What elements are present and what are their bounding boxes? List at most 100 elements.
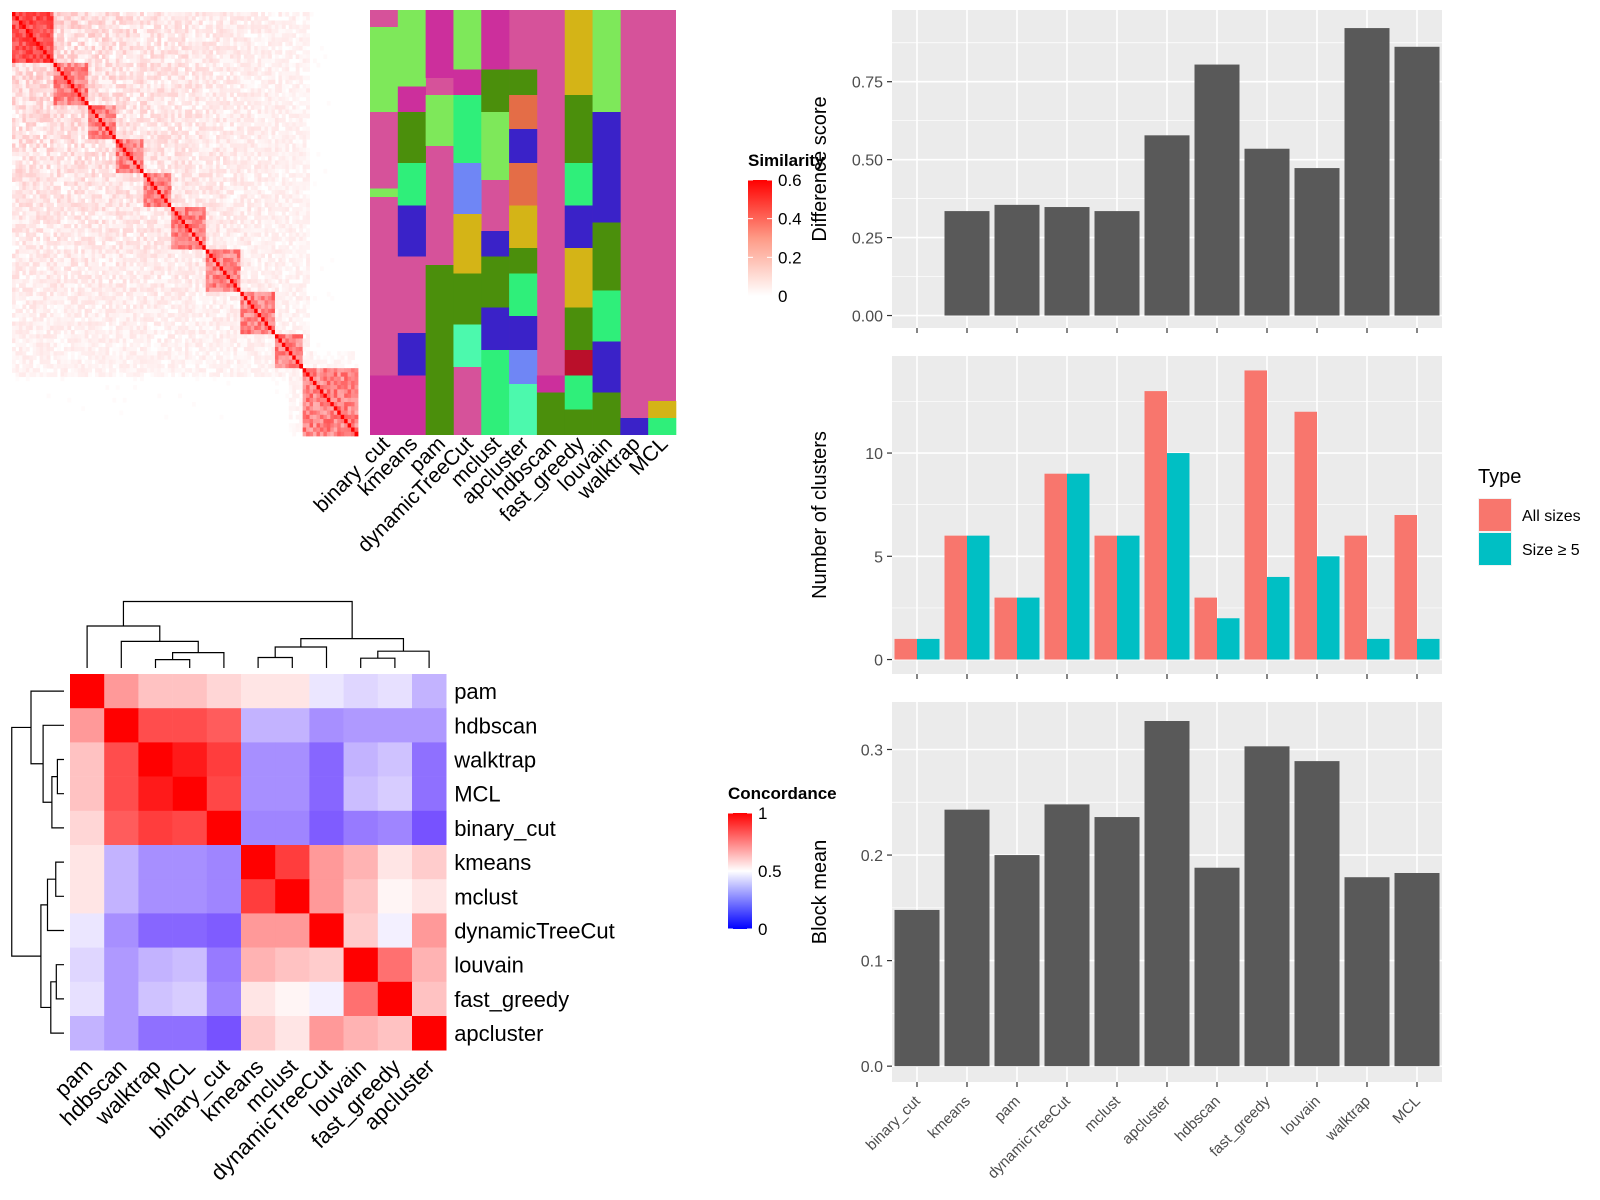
similarity-cell xyxy=(299,130,304,136)
similarity-cell xyxy=(67,181,72,187)
similarity-cell xyxy=(285,109,290,115)
similarity-cell xyxy=(74,249,79,255)
similarity-cell xyxy=(257,24,262,30)
similarity-cell xyxy=(181,122,186,127)
similarity-cell xyxy=(63,177,68,182)
similarity-cell xyxy=(112,181,117,187)
similarity-cell xyxy=(188,28,193,34)
similarity-cell xyxy=(46,257,51,263)
similarity-cell xyxy=(56,96,61,102)
similarity-cell xyxy=(164,185,169,191)
similarity-cell xyxy=(229,236,234,242)
similarity-cell xyxy=(115,194,120,199)
similarity-cell xyxy=(50,12,54,17)
similarity-cell xyxy=(88,50,92,55)
similarity-cell xyxy=(240,75,245,81)
similarity-cell xyxy=(74,198,79,204)
similarity-cell xyxy=(143,177,148,182)
similarity-cell xyxy=(95,266,99,272)
similarity-cell xyxy=(56,50,61,55)
similarity-cell xyxy=(140,71,144,76)
similarity-cell xyxy=(281,211,286,216)
similarity-cell xyxy=(126,101,131,106)
similarity-cell xyxy=(146,113,151,119)
similarity-cell xyxy=(243,274,248,280)
similarity-cell xyxy=(50,257,54,263)
similarity-cell xyxy=(32,190,37,195)
similarity-cell xyxy=(25,164,30,170)
similarity-cell xyxy=(46,151,51,157)
similarity-cell xyxy=(150,168,155,174)
similarity-cell xyxy=(223,24,227,30)
similarity-cell xyxy=(146,283,151,288)
similarity-cell xyxy=(115,62,120,68)
similarity-cell xyxy=(140,139,144,144)
similarity-cell xyxy=(209,67,214,72)
similarity-cell xyxy=(202,228,207,233)
similarity-cell xyxy=(101,96,106,102)
similarity-cell xyxy=(77,240,82,246)
similarity-cell xyxy=(288,236,293,242)
similarity-cell xyxy=(240,126,245,132)
similarity-cell xyxy=(250,20,255,26)
similarity-cell xyxy=(32,67,37,72)
similarity-cell xyxy=(140,54,144,60)
similarity-cell xyxy=(60,219,65,225)
similarity-cell xyxy=(29,105,34,110)
similarity-cell xyxy=(70,88,75,93)
similarity-cell xyxy=(250,54,255,60)
similarity-cell xyxy=(268,151,272,157)
similarity-cell xyxy=(261,24,265,30)
similarity-cell xyxy=(205,224,210,229)
similarity-cell xyxy=(46,118,51,123)
similarity-cell xyxy=(153,134,158,140)
similarity-cell xyxy=(226,20,231,26)
similarity-cell xyxy=(261,45,265,51)
similarity-cell xyxy=(98,113,103,119)
similarity-cell xyxy=(140,232,144,238)
similarity-cell xyxy=(150,151,155,157)
similarity-cell xyxy=(198,20,203,26)
similarity-cell xyxy=(70,190,75,195)
similarity-cell xyxy=(240,270,245,276)
similarity-cell xyxy=(278,105,283,110)
similarity-cell xyxy=(229,232,234,238)
similarity-cell xyxy=(178,181,182,187)
similarity-cell xyxy=(202,24,207,30)
similarity-cell xyxy=(167,173,172,178)
similarity-cell xyxy=(108,181,113,187)
similarity-cell xyxy=(288,185,293,191)
similarity-cell xyxy=(164,113,169,119)
similarity-cell xyxy=(257,16,262,21)
similarity-cell xyxy=(188,84,193,89)
similarity-cell xyxy=(67,168,72,174)
similarity-cell xyxy=(160,20,165,26)
similarity-cell xyxy=(243,262,248,267)
similarity-cell xyxy=(219,240,224,246)
similarity-cell xyxy=(146,143,151,149)
similarity-cell xyxy=(257,168,262,174)
similarity-cell xyxy=(101,151,106,157)
similarity-cell xyxy=(271,67,276,72)
similarity-cell xyxy=(32,101,37,106)
similarity-cell xyxy=(264,181,269,187)
similarity-cell xyxy=(105,41,110,47)
similarity-cell xyxy=(15,219,20,225)
similarity-cell xyxy=(209,177,214,182)
similarity-cell xyxy=(91,211,96,216)
similarity-cell xyxy=(108,283,113,288)
similarity-cell xyxy=(25,232,30,238)
similarity-cell xyxy=(268,75,272,81)
similarity-cell xyxy=(278,118,283,123)
similarity-cell xyxy=(278,109,283,115)
similarity-cell xyxy=(271,168,276,174)
similarity-cell xyxy=(212,164,217,170)
similarity-cell xyxy=(70,168,75,174)
similarity-cell xyxy=(174,134,179,140)
similarity-cell xyxy=(223,105,227,110)
similarity-cell xyxy=(216,113,220,119)
similarity-cell xyxy=(50,147,54,153)
similarity-cell xyxy=(36,164,41,170)
similarity-cell xyxy=(167,249,172,255)
similarity-cell xyxy=(43,164,47,170)
